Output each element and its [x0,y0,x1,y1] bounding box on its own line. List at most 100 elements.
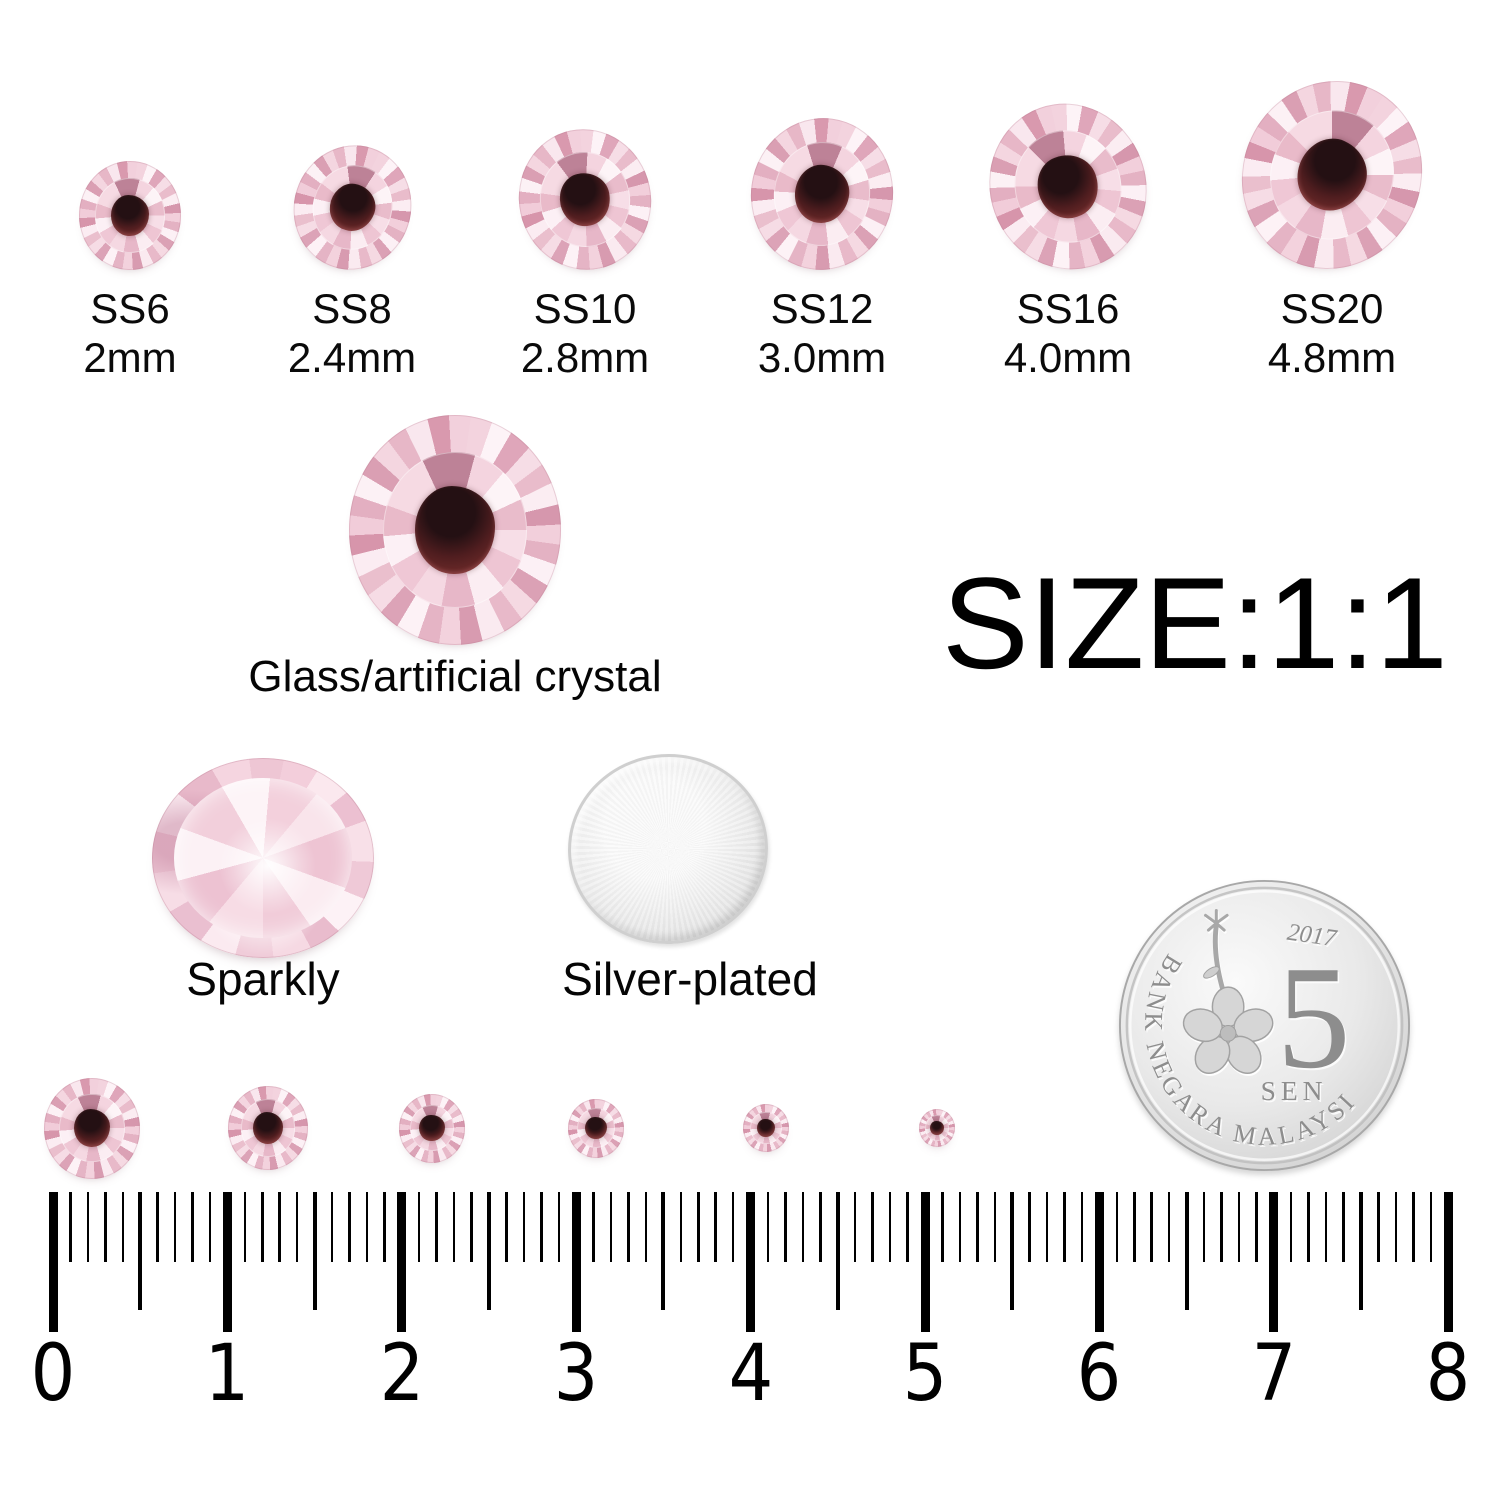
ruler-tick-mm [191,1192,194,1262]
ruler-number: 3 [553,1329,599,1419]
rhinestone-photo-ss8 [277,129,427,286]
size-label-group-ss16: SS16 4.0mm [948,284,1188,382]
silver-plated-label: Silver-plated [562,953,818,1005]
actual-size-stone-5 [743,1104,789,1152]
scale-ratio-label: SIZE:1:1 [942,550,1448,696]
ruler-tick-mm [1063,1192,1066,1262]
ruler-tick-mm [1377,1192,1380,1262]
size-label-group-ss12: SS12 3.0mm [702,284,942,382]
ruler-number: 1 [205,1329,250,1419]
coin-photo: BANK NEGARA MALAYSIA 2017 5 SEN BANK NEG… [1117,878,1411,1172]
ruler-tick-mm [557,1192,560,1262]
ruler-tick-mm [976,1192,979,1262]
ruler-tick-mm [383,1192,386,1262]
ruler-tick-mm [1167,1192,1171,1262]
coin-unit: SEN [1261,1075,1328,1106]
size-code-label: SS20 [1280,285,1384,332]
ruler-tick-cm [1443,1192,1453,1332]
size-mm-label: 4.8mm [1267,334,1397,381]
rhinestone-photo-ss10 [505,116,665,283]
ruler-tick-mm [906,1192,909,1262]
ruler-number: 4 [728,1329,773,1419]
ruler-tick-cm [1094,1192,1104,1332]
ruler-tick-mm [1080,1192,1084,1262]
size-label-group-ss6: SS6 2mm [10,284,250,382]
ruler-tick-mm [365,1192,369,1262]
rhinestone-photo-ss16 [966,81,1170,292]
ruler-number: 2 [379,1329,425,1419]
ruler-tick-mm [295,1192,299,1262]
size-mm-label: 4.0mm [1003,334,1133,381]
ruler-tick-mm [69,1192,72,1262]
ruler-tick-mm [1237,1192,1241,1262]
ruler-number: 6 [1077,1329,1122,1419]
ruler-tick-mm [819,1192,822,1262]
ruler-tick-cm [1269,1192,1279,1332]
ruler-tick-cm [48,1192,58,1332]
size-mm-label: 3.0mm [757,334,887,381]
ruler-tick-mm [1133,1192,1136,1262]
coin-value: 5 [1277,936,1351,1099]
ruler-number: 7 [1251,1329,1297,1419]
actual-size-stone-6 [919,1109,955,1147]
ruler-tick-mm [993,1192,996,1262]
rhinestone-photo-ss6 [79,161,181,270]
ruler-tick-mm [1220,1192,1223,1262]
ruler-tick-mm [609,1192,613,1262]
sparkly-label: Sparkly [186,953,340,1005]
ruler-tick-mm [801,1192,805,1262]
ruler-tick-mm [330,1192,334,1262]
coin-unit-highlight: SEN [1262,1077,1329,1108]
ruler-tick-mm [208,1192,212,1262]
rhinestone-photo-ss20 [1211,51,1453,299]
actual-size-stone-4 [568,1098,624,1158]
size-code-label: SS10 [533,285,637,332]
actual-size-stone-2 [228,1086,308,1170]
ruler-tick-mm [1394,1192,1398,1262]
ruler-tick-mm [1255,1192,1258,1262]
ruler-tick-cm [746,1192,756,1332]
coin-value-highlight: 5 [1278,938,1352,1101]
ruler-number: 5 [902,1329,948,1419]
ruler-tick-mm [714,1192,717,1262]
ruler-tick-mm [1115,1192,1119,1262]
ruler-tick-mm [86,1192,90,1262]
ruler-tick-mm [1412,1192,1415,1262]
hibiscus-flower-icon [1182,908,1274,1074]
ruler-tick-mm [522,1192,526,1262]
ruler-tick-mm [592,1192,595,1262]
actual-size-stone-3 [399,1093,465,1163]
ruler-tick-mm [104,1192,107,1262]
ruler-number: 8 [1425,1329,1471,1419]
ruler-tick-mm [1324,1192,1328,1262]
ruler-tick-5mm [835,1192,840,1310]
ruler-tick-mm [348,1192,351,1262]
ruler-tick-5mm [487,1192,491,1310]
ruler-tick-mm [888,1192,892,1262]
rhinestone-photo-ss12 [741,108,903,280]
ruler-tick-mm [1429,1192,1432,1262]
ruler-tick-5mm [312,1192,317,1310]
ruler-tick-mm [731,1192,735,1262]
size-code-label: SS8 [312,285,392,332]
ruler-tick-mm [958,1192,962,1262]
sparkly-stone-photo [152,758,374,958]
ruler-tick-mm [1150,1192,1153,1262]
ruler-tick-mm [452,1192,456,1262]
ruler-tick-5mm [1359,1192,1363,1310]
ruler-tick-mm [1028,1192,1031,1262]
size-label-group-ss10: SS10 2.8mm [465,284,705,382]
material-label: Glass/artificial crystal [248,652,662,701]
size-mm-label: 2.4mm [287,334,417,381]
actual-size-stone-1 [44,1077,140,1179]
size-code-label: SS6 [90,285,170,332]
ruler-tick-cm [222,1192,232,1332]
size-label-group-ss20: SS20 4.8mm [1212,284,1452,382]
ruler-tick-mm [173,1192,177,1262]
ruler-tick-mm [871,1192,874,1262]
ruler-tick-mm [1342,1192,1345,1262]
ruler-tick-mm [435,1192,438,1262]
ruler-tick-mm [470,1192,473,1262]
ruler-number: 0 [30,1329,76,1419]
